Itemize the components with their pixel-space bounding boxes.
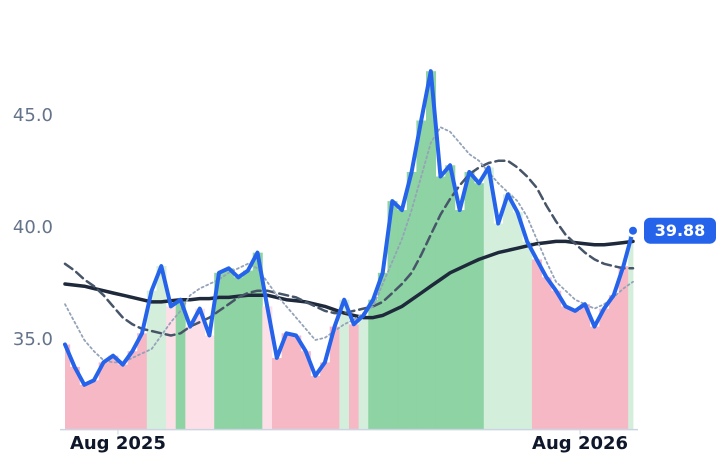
regime-bar <box>117 364 128 430</box>
regime-bar <box>541 277 552 430</box>
regime-bar <box>618 266 629 430</box>
regime-bar <box>551 290 562 430</box>
regime-bar <box>252 252 263 430</box>
regime-bar <box>339 299 350 430</box>
y-tick-label: 45.0 <box>13 105 53 126</box>
regime-bar <box>204 335 215 430</box>
regime-bar <box>435 176 446 430</box>
regime-bar <box>454 210 465 430</box>
regime-bar <box>483 167 494 430</box>
regime-bar <box>98 362 109 430</box>
last-value-pill <box>644 217 716 244</box>
regime-bar <box>281 333 292 430</box>
regime-bar <box>65 344 71 430</box>
regime-bar <box>194 308 205 430</box>
regime-bar <box>358 315 369 430</box>
regime-bar <box>531 259 542 430</box>
regime-bar <box>127 351 138 430</box>
last-point-dot <box>629 226 637 235</box>
regime-bar <box>589 326 600 430</box>
last-value-label: 39.88 <box>655 221 706 240</box>
regime-bar <box>146 290 157 430</box>
regime-bar <box>310 375 321 430</box>
regime-bar <box>377 272 388 430</box>
regime-bar <box>262 306 273 430</box>
regime-bar <box>503 194 514 430</box>
regime-bar <box>214 272 225 430</box>
regime-bar <box>166 306 177 430</box>
regime-bar <box>387 201 398 430</box>
regime-bar <box>349 324 360 430</box>
regime-bar <box>243 270 254 430</box>
regime-bar <box>185 326 196 430</box>
regime-bar <box>560 306 571 430</box>
y-tick-label: 35.0 <box>13 329 53 350</box>
regime-bar <box>223 268 234 430</box>
regime-bar <box>599 308 610 430</box>
regime-bar <box>156 266 167 430</box>
y-tick-label: 40.0 <box>13 217 53 238</box>
regime-bar <box>445 165 456 430</box>
regime-bar <box>108 355 119 430</box>
x-tick-label: Aug 2026 <box>532 433 628 454</box>
regime-bar <box>368 299 379 430</box>
regime-bar <box>426 71 437 430</box>
regime-bar <box>300 351 311 430</box>
regime-bar <box>464 172 475 430</box>
regime-bar <box>608 295 619 430</box>
regime-bar <box>522 241 533 430</box>
regime-bar <box>291 335 302 430</box>
regime-bar <box>69 366 80 430</box>
regime-bar <box>570 310 581 430</box>
regime-bar <box>580 304 591 430</box>
regime-bar <box>233 277 244 430</box>
regime-bar <box>137 333 148 430</box>
regime-bar <box>89 380 100 430</box>
regime-bar <box>175 299 186 430</box>
regime-bar <box>474 183 485 430</box>
regime-bar <box>329 326 340 430</box>
regime-bar <box>320 362 331 430</box>
regime-bar <box>493 223 504 430</box>
series-line <box>63 69 635 387</box>
regime-bar <box>271 357 283 430</box>
regime-bar <box>79 384 90 430</box>
regime-bar <box>416 120 427 430</box>
x-tick-label: Aug 2025 <box>70 433 166 454</box>
regime-bar <box>397 210 408 430</box>
regime-bar <box>512 212 523 430</box>
regime-bar <box>628 230 634 430</box>
